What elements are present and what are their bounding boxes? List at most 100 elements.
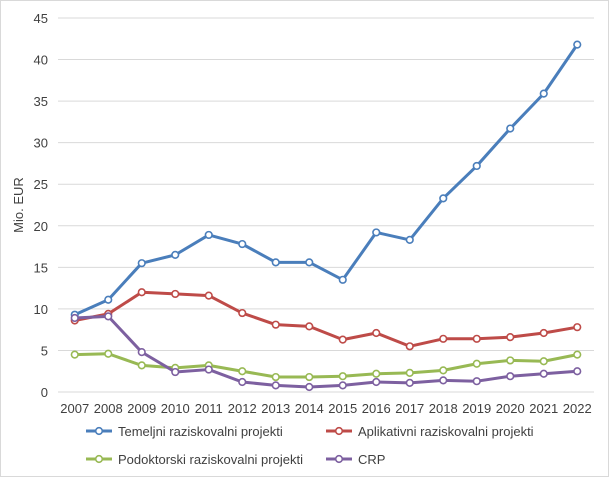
data-point [305,372,314,382]
data-point [104,349,113,358]
x-tick-label: 2012 [228,401,257,416]
x-tick-label: 2013 [261,401,290,416]
y-tick-label: 30 [34,136,48,151]
data-point [271,381,280,390]
y-tick-label: 20 [34,219,48,234]
data-point [439,376,448,385]
legend-entry: CRP [326,452,385,467]
legend-entry: Temeljni raziskovalni projekti [86,424,283,439]
data-point [305,322,314,331]
legend: Temeljni raziskovalni projekti Aplikativn… [86,424,534,467]
data-point [238,308,247,318]
data-point [271,258,280,267]
legend-swatch-marker [334,426,344,436]
data-point [204,230,213,240]
legend-label: Temeljni raziskovalni projekti [118,424,283,439]
y-tick-labels: 0 5 10 15 20 25 30 35 40 45 [34,11,48,400]
data-point [338,372,347,381]
y-axis-label: Mio. EUR [11,177,26,233]
data-point [506,333,515,342]
data-point [539,89,548,98]
data-point [70,350,79,359]
x-tick-label: 2008 [94,401,123,416]
data-point [539,369,548,378]
data-point [372,377,381,387]
series-2 [70,349,582,382]
data-point [171,289,180,299]
x-tick-label: 2007 [60,401,89,416]
data-point [405,368,414,377]
data-point [338,335,347,344]
data-point [338,275,347,284]
data-point [305,382,314,392]
x-tick-label: 2014 [295,401,324,416]
y-tick-label: 0 [41,385,48,400]
data-point [171,367,180,377]
x-tick-label: 2017 [395,401,424,416]
data-point [439,334,448,343]
data-point [539,328,548,338]
data-point [573,367,582,376]
series-line [73,314,579,389]
x-tick-label: 2019 [462,401,491,416]
x-tick-label: 2020 [496,401,525,416]
y-tick-label: 45 [34,11,48,26]
data-point [271,372,280,382]
data-point [439,194,448,203]
series-0 [70,40,582,319]
series-line [73,290,579,348]
y-tick-label: 5 [41,343,48,358]
y-tick-label: 10 [34,302,48,317]
data-point [573,350,582,359]
legend-entry: Podoktorski raziskovalni projekti [86,452,303,467]
data-point [137,288,146,297]
data-point [573,323,582,332]
data-point [405,342,414,351]
data-point [506,356,515,365]
data-point [372,369,381,378]
data-point [338,381,347,390]
data-point [372,228,381,237]
data-point [405,235,414,245]
data-point [104,312,113,321]
data-point [472,161,481,171]
data-point [573,40,582,49]
x-tick-label: 2009 [127,401,156,416]
data-point [137,361,146,370]
data-point [472,359,481,368]
series-line [73,43,579,317]
data-point [204,365,213,374]
y-tick-label: 40 [34,53,48,68]
legend-label: Podoktorski raziskovalni projekti [118,452,303,467]
x-tick-label: 2015 [328,401,357,416]
legend-label: CRP [358,452,385,467]
data-point [137,259,146,268]
legend-swatch-marker [94,426,104,436]
series-lines [70,40,582,392]
data-point [472,377,481,386]
legend-swatch-marker [334,454,344,464]
series-3 [70,312,582,392]
series-1 [70,288,582,351]
data-point [171,250,180,259]
data-point [405,378,414,387]
x-tick-label: 2021 [529,401,558,416]
data-point [539,357,548,366]
legend-swatch-marker [94,454,104,464]
data-point [204,291,213,300]
data-point [372,328,381,338]
data-point [271,320,280,329]
x-tick-label: 2016 [362,401,391,416]
y-tick-label: 15 [34,260,48,275]
data-point [238,239,247,249]
data-point [506,124,515,133]
x-tick-label: 2011 [195,401,223,416]
gridlines [58,17,594,351]
data-point [104,295,113,304]
data-point [439,366,448,375]
y-tick-label: 25 [34,177,48,192]
data-point [305,258,314,267]
y-tick-label: 35 [34,94,48,109]
